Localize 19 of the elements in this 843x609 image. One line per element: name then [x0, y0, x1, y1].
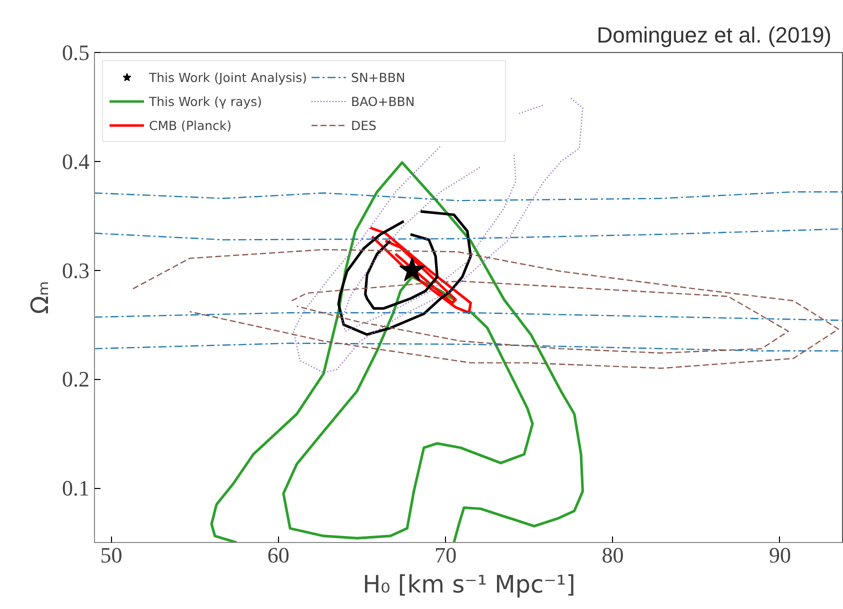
- x-tick-label: 70: [434, 542, 457, 568]
- y-tick-label: 0.5: [62, 40, 90, 65]
- legend-label: SN+BBN: [351, 70, 406, 84]
- x-tick-label: 90: [768, 542, 791, 568]
- x-tick-label: 60: [267, 542, 290, 568]
- y-tick-label: 0.1: [62, 476, 90, 501]
- x-axis-title: H₀ [km s⁻¹ Mpc⁻¹]: [362, 570, 576, 598]
- y-tick-label: 0.2: [62, 366, 90, 392]
- x-tick-label: 50: [100, 542, 122, 568]
- legend-label: This Work (γ rays): [149, 94, 263, 108]
- y-tick-label: 0.3: [62, 258, 90, 283]
- chart-title: Dominguez et al. (2019): [596, 22, 832, 48]
- legend-label: DES: [351, 118, 378, 132]
- legend-label: CMB (Planck): [149, 118, 233, 132]
- x-tick-label: 80: [602, 542, 624, 568]
- y-tick-label: 0.4: [62, 148, 90, 174]
- y-axis-title: Ωₘ: [26, 280, 54, 314]
- legend-label: BAO+BBN: [351, 94, 416, 108]
- legend-label: This Work (Joint Analysis): [149, 70, 308, 84]
